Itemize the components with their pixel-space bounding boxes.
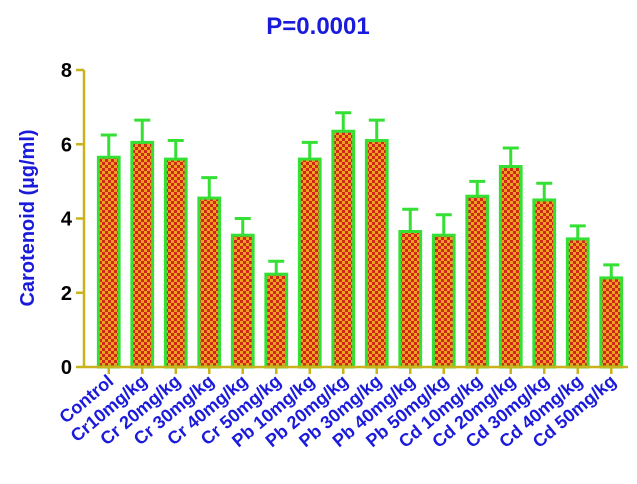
y-tick-label-8: 8 xyxy=(61,60,72,82)
bar-8 xyxy=(364,139,389,369)
bar-9 xyxy=(398,229,423,369)
y-axis-label: Carotenoid (µg/ml) xyxy=(17,129,39,306)
bar-7 xyxy=(331,129,356,369)
bar-10 xyxy=(431,233,456,369)
bar-14 xyxy=(565,237,590,369)
bar-4 xyxy=(230,233,255,369)
y-tick-label-0: 0 xyxy=(61,357,72,379)
bar-5 xyxy=(264,272,289,369)
y-tick-label-4: 4 xyxy=(61,209,73,231)
chart-title: P=0.0001 xyxy=(266,13,369,40)
bar-15 xyxy=(599,276,624,369)
bar-3 xyxy=(197,196,222,369)
bar-11 xyxy=(465,194,490,369)
bar-12 xyxy=(498,165,523,369)
error-bars-layer xyxy=(100,111,620,278)
bar-1 xyxy=(130,140,155,369)
y-tick-label-6: 6 xyxy=(61,134,72,156)
y-tick-label-2: 2 xyxy=(61,283,72,305)
bars-layer xyxy=(96,129,624,369)
bar-6 xyxy=(297,157,322,369)
y-ticks-layer: 0 2 4 6 8 xyxy=(61,60,84,379)
bar-2 xyxy=(163,157,188,369)
bar-13 xyxy=(532,198,557,369)
bar-0 xyxy=(96,155,121,369)
